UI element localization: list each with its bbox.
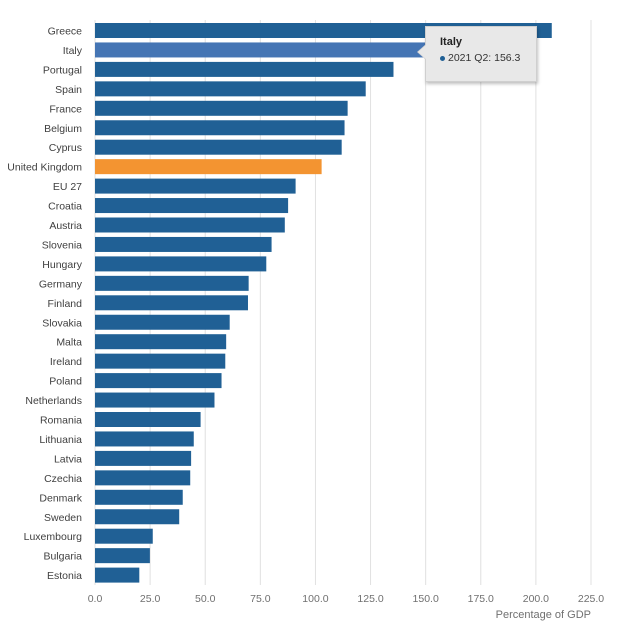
bar-austria bbox=[95, 217, 285, 233]
tooltip-row: 2021 Q2: 156.3 bbox=[440, 52, 526, 64]
category-label: France bbox=[49, 103, 82, 115]
bar-finland bbox=[95, 295, 248, 311]
series-dot-icon bbox=[440, 55, 445, 61]
tooltip-title: Italy bbox=[440, 36, 463, 48]
bar-italy bbox=[95, 42, 440, 58]
category-label: Cyprus bbox=[49, 142, 82, 154]
bar-slovakia bbox=[95, 314, 230, 330]
bar-hungary bbox=[95, 256, 267, 272]
bar-ireland bbox=[95, 353, 226, 369]
category-label: Slovakia bbox=[42, 317, 82, 329]
category-label: Portugal bbox=[43, 64, 82, 76]
x-tick-label: 100.0 bbox=[302, 593, 328, 605]
tooltip: Italy 2021 Q2: 156.3 bbox=[417, 26, 537, 82]
category-label: Sweden bbox=[44, 512, 82, 524]
category-label: Croatia bbox=[48, 201, 82, 213]
bar-sweden bbox=[95, 509, 180, 525]
x-tick-label: 75.0 bbox=[250, 593, 271, 605]
x-tick-label: 150.0 bbox=[413, 593, 439, 605]
bar-slovenia bbox=[95, 236, 272, 252]
category-label: Malta bbox=[56, 337, 82, 349]
category-label: Estonia bbox=[47, 570, 82, 582]
bar-lithuania bbox=[95, 431, 194, 447]
category-label: Greece bbox=[48, 26, 83, 38]
bar-malta bbox=[95, 334, 227, 350]
category-label: Netherlands bbox=[25, 395, 82, 407]
x-tick-label: 0.0 bbox=[88, 593, 103, 605]
bar-czechia bbox=[95, 470, 191, 486]
bar-eu-27 bbox=[95, 178, 296, 194]
category-label: Germany bbox=[39, 278, 83, 290]
bar-denmark bbox=[95, 489, 183, 505]
category-label: Romania bbox=[40, 415, 82, 427]
category-label: Italy bbox=[63, 45, 83, 57]
bar-croatia bbox=[95, 198, 289, 214]
bar-latvia bbox=[95, 450, 192, 466]
category-label: Poland bbox=[49, 376, 82, 388]
bar-romania bbox=[95, 412, 201, 427]
x-tick-label: 125.0 bbox=[357, 593, 383, 605]
bar-belgium bbox=[95, 120, 345, 136]
category-label: Bulgaria bbox=[43, 551, 82, 563]
bar-germany bbox=[95, 275, 249, 291]
tooltip-value: 2021 Q2: 156.3 bbox=[448, 52, 521, 64]
x-axis-title: Percentage of GDP bbox=[496, 609, 591, 621]
category-label: Denmark bbox=[39, 492, 82, 504]
bar-bulgaria bbox=[95, 548, 150, 564]
bar-portugal bbox=[95, 61, 394, 77]
bar-france bbox=[95, 100, 348, 116]
bar-luxembourg bbox=[95, 528, 153, 544]
x-tick-label: 200.0 bbox=[523, 593, 549, 605]
bar-netherlands bbox=[95, 392, 215, 408]
x-tick-label: 175.0 bbox=[468, 593, 494, 605]
x-tick-label: 25.0 bbox=[140, 593, 161, 605]
category-label: Luxembourg bbox=[24, 531, 83, 543]
category-label: EU 27 bbox=[53, 181, 82, 193]
category-label: Hungary bbox=[42, 259, 82, 271]
category-label: Ireland bbox=[50, 356, 82, 368]
category-label: Finland bbox=[48, 298, 83, 310]
bar-poland bbox=[95, 373, 222, 389]
bar-cyprus bbox=[95, 139, 342, 155]
category-label: Latvia bbox=[54, 453, 82, 465]
x-tick-label: 225.0 bbox=[578, 593, 604, 605]
category-label: Slovenia bbox=[42, 239, 82, 251]
category-label: Spain bbox=[55, 84, 82, 96]
category-label: Czechia bbox=[44, 473, 82, 485]
x-tick-label: 50.0 bbox=[195, 593, 216, 605]
bar-united-kingdom bbox=[95, 159, 322, 175]
category-label: Austria bbox=[49, 220, 82, 232]
bar-estonia bbox=[95, 567, 140, 583]
category-label: Lithuania bbox=[39, 434, 82, 446]
category-label: Belgium bbox=[44, 123, 82, 135]
category-label: United Kingdom bbox=[7, 162, 82, 174]
bar-spain bbox=[95, 81, 366, 97]
